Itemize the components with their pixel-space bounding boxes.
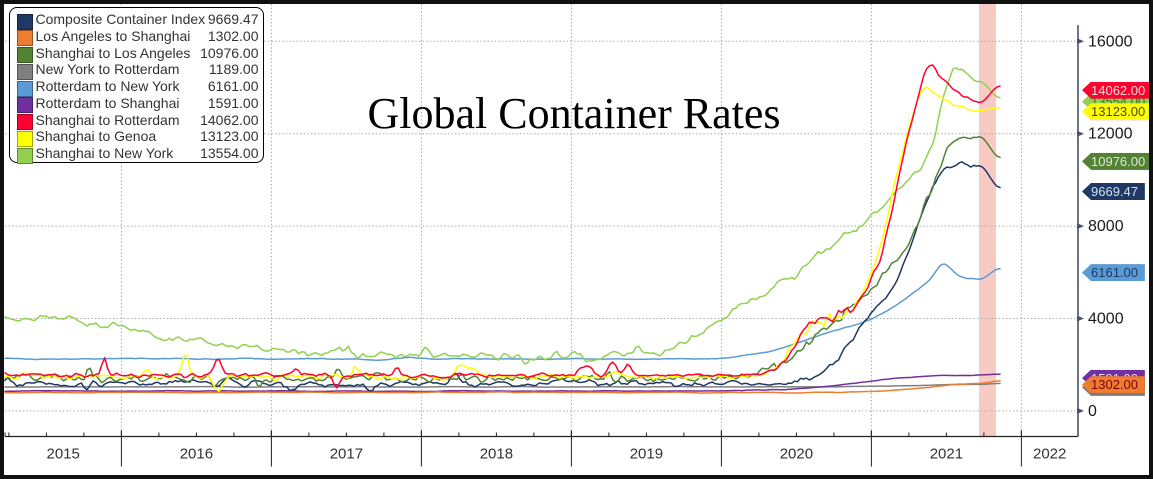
svg-text:2017: 2017 xyxy=(330,446,363,463)
svg-text:2016: 2016 xyxy=(180,446,213,463)
svg-text:2018: 2018 xyxy=(480,446,513,463)
svg-text:2019: 2019 xyxy=(630,446,663,463)
svg-text:8000: 8000 xyxy=(1088,218,1124,235)
svg-text:2015: 2015 xyxy=(47,446,80,463)
svg-text:12000: 12000 xyxy=(1088,126,1133,143)
svg-text:2021: 2021 xyxy=(930,446,963,463)
svg-text:4000: 4000 xyxy=(1088,311,1124,328)
svg-text:16000: 16000 xyxy=(1088,33,1133,50)
svg-text:2022: 2022 xyxy=(1033,446,1066,463)
svg-text:2020: 2020 xyxy=(780,446,813,463)
svg-text:0: 0 xyxy=(1088,403,1097,420)
